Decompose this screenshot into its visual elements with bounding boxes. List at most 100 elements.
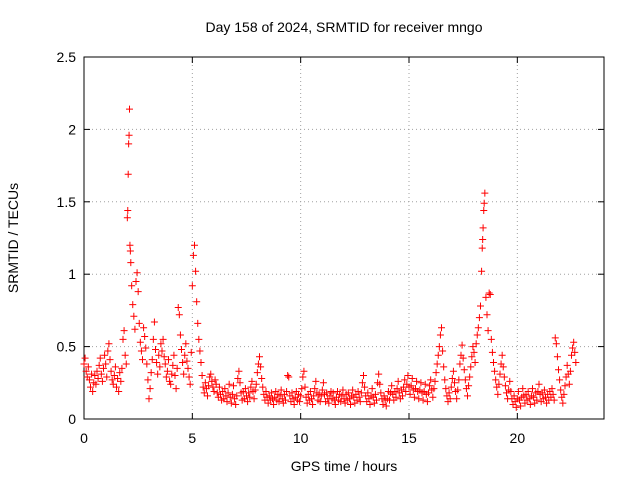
- data-point: [356, 398, 364, 406]
- chart-title: Day 158 of 2024, SRMTID for receiver mng…: [205, 19, 482, 35]
- data-point: [301, 383, 309, 391]
- data-point: [430, 385, 438, 393]
- data-point: [364, 389, 372, 397]
- data-point: [379, 401, 387, 409]
- data-point: [510, 392, 518, 400]
- data-point: [490, 359, 497, 367]
- data-point: [80, 360, 88, 368]
- data-point: [557, 386, 565, 394]
- data-point: [162, 373, 170, 381]
- data-point: [514, 387, 522, 395]
- data-point: [188, 282, 196, 290]
- data-point: [156, 363, 164, 371]
- data-point: [115, 387, 123, 395]
- data-point: [136, 338, 144, 346]
- data-point: [317, 392, 325, 400]
- y-tick-label: 1: [68, 266, 76, 282]
- data-point: [563, 361, 571, 369]
- data-point: [107, 367, 115, 375]
- data-point: [487, 335, 495, 343]
- data-point: [124, 206, 132, 214]
- data-point: [550, 396, 558, 404]
- data-point: [337, 398, 345, 406]
- data-point: [530, 393, 538, 401]
- data-point: [519, 385, 527, 393]
- data-point: [355, 393, 363, 401]
- data-point: [125, 140, 133, 148]
- data-point: [223, 398, 231, 406]
- data-point: [535, 380, 543, 388]
- data-point: [425, 389, 432, 397]
- data-point: [102, 360, 110, 368]
- data-point: [191, 241, 198, 249]
- data-point: [571, 348, 579, 356]
- data-point: [213, 389, 221, 397]
- data-point: [447, 383, 455, 391]
- data-point: [358, 379, 366, 387]
- data-point: [318, 386, 326, 394]
- plot-frame: [83, 56, 605, 420]
- data-point: [311, 385, 319, 393]
- data-point: [91, 372, 99, 380]
- data-point: [499, 363, 507, 371]
- data-point: [551, 334, 559, 342]
- data-point: [159, 335, 167, 343]
- x-tick-label: 0: [80, 430, 88, 446]
- data-point: [246, 393, 254, 401]
- data-point: [449, 367, 457, 375]
- data-point: [469, 343, 477, 351]
- data-point: [461, 376, 469, 384]
- data-point: [432, 369, 440, 377]
- data-point: [312, 377, 320, 385]
- data-point: [549, 390, 557, 398]
- data-point: [141, 332, 149, 340]
- data-point: [399, 392, 406, 400]
- data-point: [153, 359, 161, 367]
- data-point: [306, 387, 314, 395]
- data-point: [129, 301, 137, 309]
- data-point: [106, 356, 114, 364]
- data-point: [132, 277, 140, 285]
- data-point: [360, 372, 367, 380]
- data-point: [200, 389, 208, 397]
- data-point: [485, 289, 493, 297]
- data-point: [236, 379, 244, 387]
- data-point: [566, 367, 574, 375]
- data-point: [371, 390, 379, 398]
- data-point: [408, 374, 416, 382]
- data-point: [474, 324, 482, 332]
- data-point: [380, 392, 388, 400]
- data-point: [98, 377, 106, 385]
- data-point: [270, 401, 278, 409]
- data-point: [111, 363, 119, 371]
- data-point: [486, 290, 494, 298]
- data-point: [215, 383, 223, 391]
- data-point: [481, 189, 489, 197]
- data-point: [488, 348, 496, 356]
- data-point: [512, 403, 520, 411]
- data-point: [347, 401, 354, 409]
- data-point: [278, 395, 286, 403]
- data-point: [245, 389, 253, 397]
- data-point: [479, 224, 487, 232]
- data-point: [329, 389, 337, 397]
- data-point: [113, 383, 120, 391]
- data-point: [451, 379, 458, 387]
- data-point: [421, 380, 429, 388]
- data-point: [81, 354, 89, 362]
- data-point: [104, 347, 112, 355]
- data-point: [157, 340, 165, 348]
- data-point: [207, 370, 215, 378]
- data-point: [296, 398, 304, 406]
- data-point: [89, 387, 97, 395]
- data-point: [494, 390, 502, 398]
- data-point: [183, 357, 191, 365]
- data-point: [460, 366, 468, 374]
- data-point: [297, 392, 305, 400]
- data-point: [166, 377, 174, 385]
- data-point: [394, 377, 402, 385]
- data-point: [419, 396, 427, 404]
- data-point: [392, 393, 400, 401]
- data-series: [80, 105, 580, 411]
- data-point: [529, 385, 536, 393]
